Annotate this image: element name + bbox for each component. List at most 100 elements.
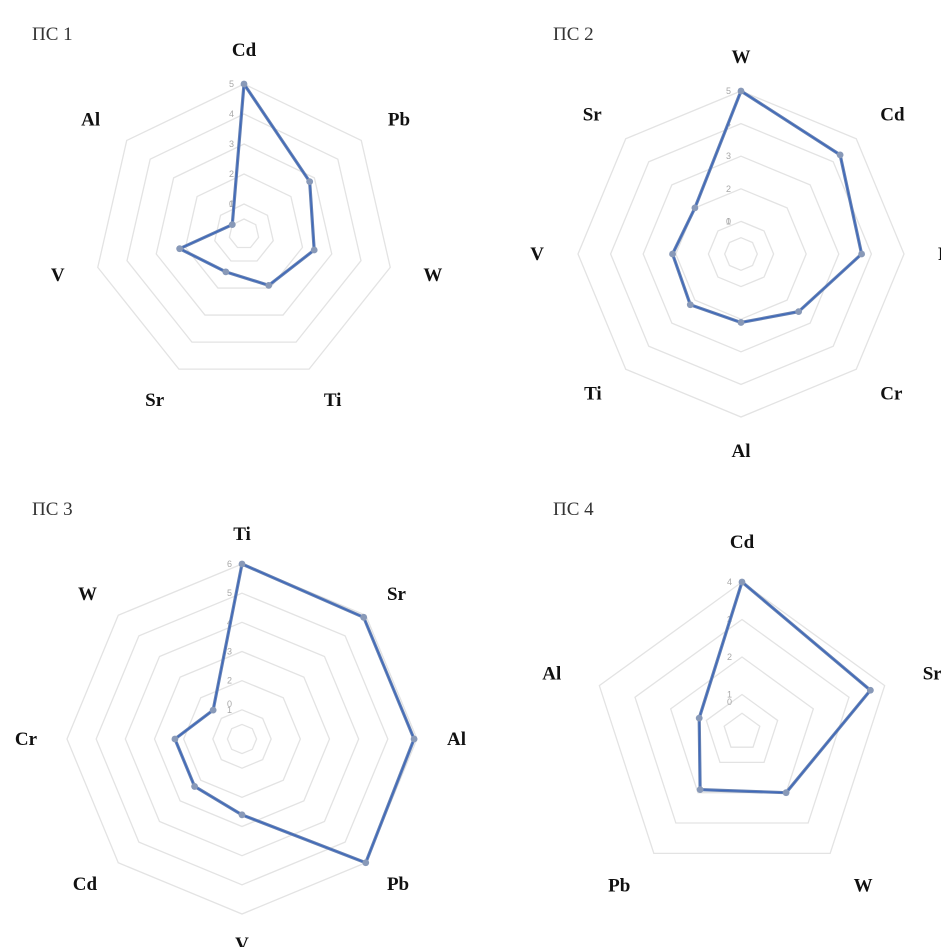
series-line-core xyxy=(671,90,863,324)
tick-label: 0 xyxy=(727,697,732,707)
tick-label: 0 xyxy=(229,199,234,209)
grid-ring xyxy=(97,83,391,370)
axis-label: Cd xyxy=(730,532,755,553)
tick-label: 3 xyxy=(227,647,232,657)
data-point-al xyxy=(410,735,418,743)
axis-label: Al xyxy=(81,109,100,130)
grid-ring xyxy=(153,650,331,828)
axis-label: W xyxy=(732,47,751,68)
axis-label: V xyxy=(530,244,544,265)
data-point-pb xyxy=(306,178,314,186)
data-point-cd xyxy=(738,578,746,586)
radar-panel-1: ПС 1 01 2 3 4 5 Cd Pb W Ti Sr V Al xyxy=(32,24,442,411)
data-point-v xyxy=(669,250,676,258)
tick-label: 5 xyxy=(227,588,232,598)
tick-label: 1 xyxy=(229,199,234,209)
axis-label: Al xyxy=(542,663,561,684)
axis-label: Cd xyxy=(232,40,257,61)
grid-ring xyxy=(182,679,302,799)
data-point-al xyxy=(737,319,745,326)
axis-label: W xyxy=(854,876,873,897)
grid-ring xyxy=(126,113,362,343)
grid-ring xyxy=(577,90,905,418)
tick-label: 2 xyxy=(227,676,232,686)
axis-label: V xyxy=(51,265,65,286)
data-point-cr xyxy=(171,735,179,743)
data-point-ti xyxy=(238,560,246,568)
tick-label: 1 xyxy=(727,690,732,700)
grid-ring xyxy=(598,581,886,855)
grid-ring xyxy=(723,712,761,748)
grid-ring xyxy=(226,723,258,755)
tick-label: 0 xyxy=(726,216,731,226)
grid-ring xyxy=(124,621,360,857)
grid-ring xyxy=(66,563,418,915)
data-point-cd xyxy=(191,783,198,790)
axis-label: Sr xyxy=(583,105,603,126)
data-point-v xyxy=(176,245,184,253)
tick-label: 2 xyxy=(727,652,732,662)
axis-label: W xyxy=(423,265,442,286)
series-line xyxy=(670,89,864,325)
grid-ring xyxy=(212,709,272,769)
series-line xyxy=(173,562,416,865)
tick-label: 3 xyxy=(229,139,234,149)
axis-label: Pb xyxy=(608,876,630,897)
tick-label: 5 xyxy=(726,86,731,96)
series-line-core xyxy=(179,83,315,286)
panel-title: ПС 3 xyxy=(32,499,73,520)
data-point-al xyxy=(228,221,236,229)
data-point-sr xyxy=(360,613,368,621)
tick-label: 5 xyxy=(229,79,234,89)
tick-label: 4 xyxy=(229,109,234,119)
axis-label: Pb xyxy=(388,109,410,130)
data-point-cd xyxy=(240,80,248,88)
data-point-ti xyxy=(686,301,694,309)
data-point-v xyxy=(238,811,246,819)
data-point-w xyxy=(737,87,745,95)
data-point-pb xyxy=(696,786,704,794)
axis-label: Ti xyxy=(324,390,342,411)
series-line xyxy=(178,82,316,287)
radar-panel-2: ПС 2012345WCdPbCrAlTiVSr xyxy=(530,24,941,462)
data-point-w xyxy=(310,246,318,254)
axis-label: Cd xyxy=(880,105,905,126)
axis-label: V xyxy=(235,934,249,947)
axis-label: Pb xyxy=(387,874,409,895)
panel-title: ПС 4 xyxy=(553,499,594,520)
data-point-pb xyxy=(858,250,866,258)
axis-label: Pb xyxy=(938,244,941,265)
tick-label: 4 xyxy=(727,577,732,587)
axis-label: Ti xyxy=(584,383,602,404)
tick-label: 2 xyxy=(726,184,731,194)
data-point-ti xyxy=(265,281,273,289)
data-point-sr xyxy=(222,268,230,276)
panel-title: ПС 1 xyxy=(32,24,73,45)
data-point-cr xyxy=(795,308,803,316)
grid-ring xyxy=(707,220,775,288)
axis-label: Al xyxy=(732,441,751,462)
grid-ring xyxy=(155,143,333,316)
grid-ring xyxy=(642,155,840,353)
data-point-cd xyxy=(836,151,844,159)
grid-ring xyxy=(184,173,304,289)
grid-ring xyxy=(723,236,759,272)
grid-ring xyxy=(705,693,779,763)
panel-title: ПС 2 xyxy=(553,24,594,45)
grid-ring xyxy=(634,618,850,824)
data-point-w xyxy=(209,706,217,714)
axis-label: Cd xyxy=(73,874,98,895)
grid-ring xyxy=(95,592,389,886)
grid-ring xyxy=(214,203,274,262)
tick-label: 0 xyxy=(227,699,232,709)
grid-ring xyxy=(669,656,815,794)
axis-label: W xyxy=(78,584,97,605)
tick-label: 6 xyxy=(227,559,232,569)
tick-label: 1 xyxy=(726,216,731,226)
axis-label: Sr xyxy=(387,584,407,605)
series-line-core xyxy=(698,581,871,794)
axis-label: Cr xyxy=(880,383,903,404)
